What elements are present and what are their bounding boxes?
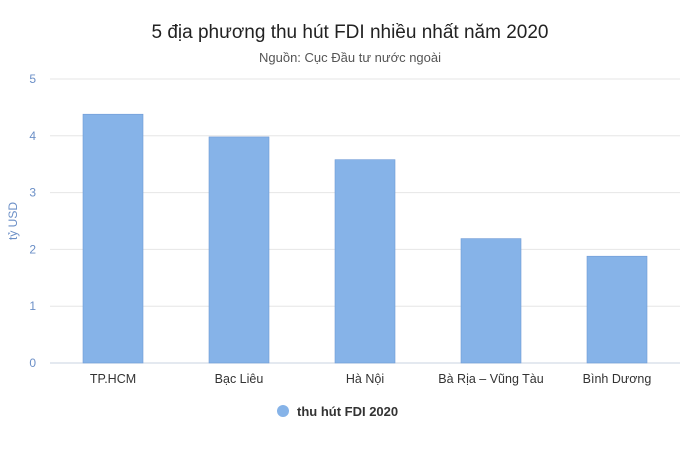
chart-subtitle: Nguồn: Cục Đầu tư nước ngoài bbox=[259, 50, 441, 65]
chart-title: 5 địa phương thu hút FDI nhiều nhất năm … bbox=[151, 22, 548, 43]
y-tick-label: 4 bbox=[29, 129, 36, 143]
y-tick-label: 1 bbox=[29, 299, 36, 313]
x-tick-label: Bình Dương bbox=[583, 372, 652, 386]
x-tick-label: Bạc Liêu bbox=[215, 372, 264, 386]
y-tick-label: 2 bbox=[29, 242, 36, 256]
bars bbox=[82, 113, 648, 364]
x-tick-label: TP.HCM bbox=[90, 372, 136, 386]
y-axis-ticks: 0 1 2 3 4 5 bbox=[29, 72, 36, 370]
bar[interactable] bbox=[460, 238, 522, 364]
bar[interactable] bbox=[334, 159, 396, 364]
bar[interactable] bbox=[586, 255, 648, 364]
legend[interactable]: thu hút FDI 2020 bbox=[277, 404, 398, 419]
x-tick-label: Hà Nội bbox=[346, 372, 384, 386]
y-tick-label: 0 bbox=[29, 356, 36, 370]
y-tick-label: 3 bbox=[29, 186, 36, 200]
legend-label: thu hút FDI 2020 bbox=[297, 404, 398, 419]
y-tick-label: 5 bbox=[29, 72, 36, 86]
bar[interactable] bbox=[208, 136, 270, 364]
x-axis-ticks: TP.HCM Bạc Liêu Hà Nội Bà Rịa – Vũng Tàu Bìn… bbox=[90, 372, 652, 386]
legend-marker bbox=[277, 405, 289, 417]
y-axis-label: tỷ USD bbox=[6, 202, 20, 240]
bar[interactable] bbox=[82, 113, 144, 364]
x-tick-label: Bà Rịa – Vũng Tàu bbox=[438, 372, 543, 386]
